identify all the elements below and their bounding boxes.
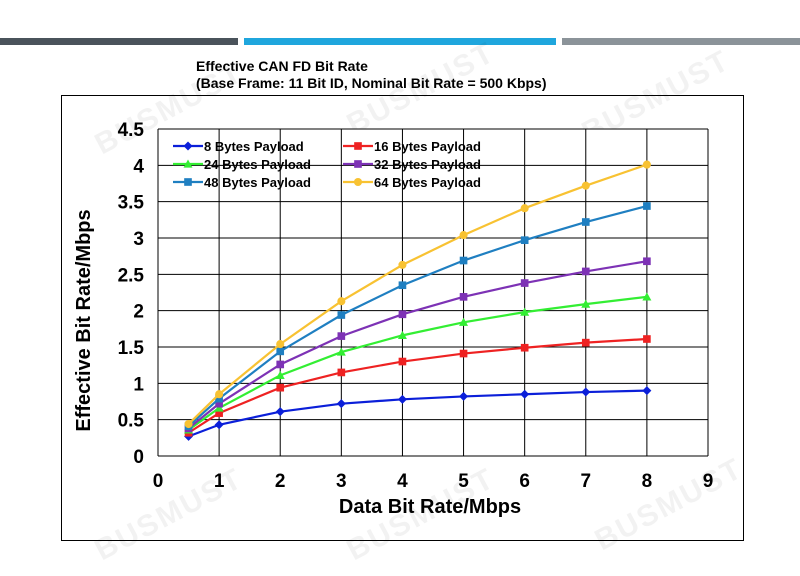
data-point [215, 399, 223, 408]
data-point [337, 311, 346, 319]
data-point [581, 387, 591, 397]
y-tick-label: 1.5 [118, 338, 145, 359]
y-tick-label: 4 [133, 156, 144, 177]
data-point [276, 347, 285, 356]
data-point [215, 394, 223, 403]
data-point [459, 293, 468, 301]
chart-frame [61, 95, 744, 541]
data-point [520, 279, 529, 287]
data-point [643, 202, 651, 210]
data-point [184, 419, 193, 429]
data-point [336, 347, 346, 356]
data-point [581, 181, 590, 190]
data-point [214, 403, 224, 412]
legend-label: 32 Bytes Payload [374, 157, 481, 172]
header-bar-left [0, 38, 238, 45]
data-point [275, 370, 285, 379]
data-point [398, 310, 407, 319]
data-point [337, 332, 346, 340]
data-point [642, 160, 651, 169]
legend-label: 16 Bytes Payload [374, 139, 481, 154]
legend-marker [354, 142, 362, 150]
data-point [276, 360, 285, 369]
legend-marker [183, 159, 193, 168]
y-tick-label: 3 [133, 229, 144, 250]
chart-title-block: Effective CAN FD Bit Rate (Base Frame: 1… [196, 58, 547, 92]
y-tick-label: 4.5 [118, 120, 145, 141]
data-point [581, 218, 590, 226]
x-axis-title: Data Bit Rate/Mbps [339, 496, 521, 518]
data-point [520, 343, 529, 352]
chart-subtitle: (Base Frame: 11 Bit ID, Nominal Bit Rate… [196, 75, 547, 91]
data-point [397, 394, 407, 404]
data-point [214, 420, 224, 430]
x-tick-label: 4 [397, 471, 408, 492]
data-point [459, 256, 468, 265]
data-point [398, 357, 407, 366]
data-point [581, 338, 590, 347]
header-bar-right [562, 38, 800, 45]
data-point [398, 260, 407, 269]
legend-label: 64 Bytes Payload [374, 175, 481, 190]
legend-label: 24 Bytes Payload [204, 157, 311, 172]
data-point [520, 204, 529, 213]
data-point [459, 231, 468, 240]
legend-marker [353, 177, 363, 187]
x-tick-label: 3 [336, 471, 347, 492]
y-tick-label: 2.5 [118, 265, 145, 286]
data-point [581, 299, 591, 308]
data-point [643, 257, 651, 266]
data-point [398, 281, 407, 290]
legend-marker [183, 141, 193, 151]
header-bar-middle [244, 38, 556, 45]
x-tick-label: 5 [458, 471, 469, 492]
x-tick-label: 6 [519, 471, 530, 492]
x-tick-label: 7 [580, 471, 591, 492]
data-point [215, 390, 224, 399]
data-point [215, 409, 223, 417]
data-point [275, 407, 285, 417]
y-tick-label: 0 [133, 447, 144, 468]
data-point [459, 349, 468, 358]
data-point [459, 391, 469, 401]
legend-marker [184, 178, 192, 186]
data-point [337, 368, 346, 377]
data-point [337, 297, 346, 306]
x-tick-label: 1 [214, 471, 225, 492]
x-tick-label: 0 [153, 471, 164, 492]
data-point [276, 383, 285, 392]
data-point [276, 340, 285, 349]
y-axis-title: Effective Bit Rate/Mbps [73, 209, 95, 431]
data-point [520, 389, 530, 399]
x-tick-label: 9 [703, 471, 714, 492]
data-point [397, 330, 407, 339]
data-point [643, 335, 651, 343]
x-tick-label: 2 [275, 471, 286, 492]
data-point [520, 236, 529, 245]
chart-title: Effective CAN FD Bit Rate [196, 58, 368, 74]
legend-marker [354, 160, 362, 168]
data-point [581, 267, 590, 276]
data-point [642, 386, 652, 396]
x-tick-label: 8 [642, 471, 653, 492]
y-tick-label: 1 [133, 374, 144, 395]
y-tick-label: 3.5 [118, 193, 145, 214]
y-tick-label: 0.5 [118, 411, 145, 432]
data-point [459, 317, 469, 326]
data-point [336, 399, 346, 409]
data-point [520, 307, 530, 316]
data-point [642, 292, 652, 301]
legend-label: 48 Bytes Payload [204, 175, 311, 190]
legend-label: 8 Bytes Payload [204, 139, 304, 154]
y-tick-label: 2 [133, 302, 144, 323]
